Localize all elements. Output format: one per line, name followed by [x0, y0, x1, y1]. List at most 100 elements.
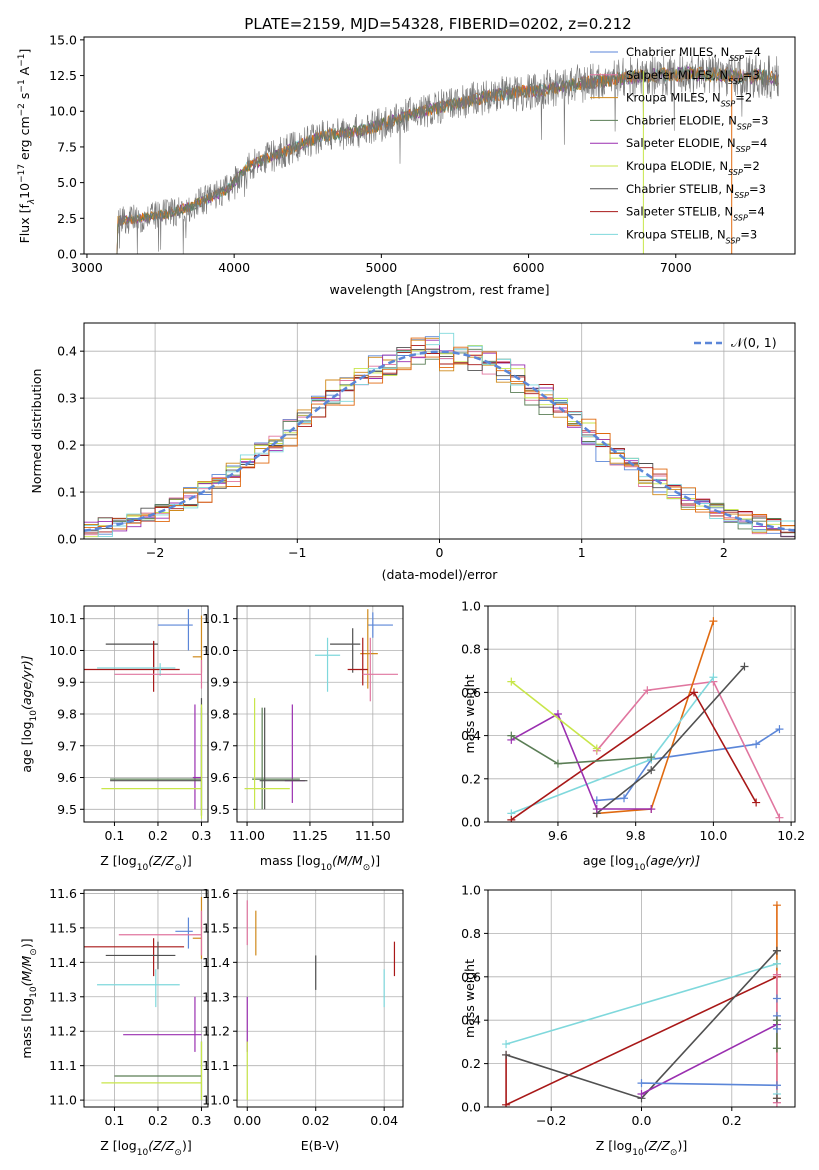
- legend-label: Kroupa STELIB, NSSP=3: [626, 227, 757, 245]
- x-tick-label: 1: [578, 545, 586, 560]
- y-tick-label: 10.0: [202, 643, 230, 658]
- weight-marker: [502, 1050, 511, 1059]
- legend-label: Kroupa ELODIE, NSSP=2: [626, 159, 760, 177]
- plot-area-age_vs_mass: [244, 609, 398, 810]
- weight-marker: [772, 1024, 781, 1033]
- weight-line: [510, 712, 652, 810]
- y-tick-label: 11.3: [49, 989, 77, 1004]
- y-axis-label: mass [log10(M/M⊙)]: [19, 938, 39, 1058]
- x-tick-label: 6000: [513, 260, 545, 275]
- panel-age_vs_mass: 11.00 11.25 11.50 9.5 9.6 9.7 9.8 9.9 10.0 10.1 ma…: [202, 605, 404, 873]
- x-tick-label: 11.00: [229, 828, 265, 843]
- panel-weight_vs_Z: −0.2 0.0 0.2 0.0 0.2 0.4 0.6 0.8 1.0 Z [log10(Z/Z…: [461, 883, 796, 1158]
- weight-line: [510, 691, 757, 821]
- y-tick-label: 0.1: [57, 485, 77, 500]
- y-tick-label: 0.0: [57, 532, 77, 547]
- x-axis-label: wavelength [Angstrom, rest frame]: [329, 282, 549, 297]
- panel-residuals: −2 −1 0 1 2 0.0 0.1 0.2 0.3 0.4 𝒩(0, 1) (data-model…: [29, 322, 796, 582]
- weight-marker: [507, 815, 516, 822]
- y-axis-label: age [log10(age/yr)]: [19, 655, 39, 772]
- y-tick-label: 9.8: [210, 707, 230, 722]
- y-tick-label: 11.6: [202, 886, 230, 901]
- y-tick-label: 2.5: [57, 211, 77, 226]
- x-tick-label: 0.1: [105, 828, 125, 843]
- x-tick-label: 0.04: [370, 1113, 398, 1128]
- legend: Chabrier MILES, NSSP=4 Salpeter MILES, NS…: [590, 45, 768, 245]
- y-tick-label: 0.0: [461, 1100, 481, 1115]
- plot-area-age_vs_Z: [84, 609, 203, 819]
- y-tick-label: 11.1: [49, 1058, 77, 1073]
- x-axis-label: E(B-V): [301, 1138, 340, 1153]
- weight-line: [510, 680, 598, 750]
- x-tick-label: −1: [288, 545, 306, 560]
- weight-marker: [647, 766, 656, 775]
- y-tick-label: 0.2: [57, 438, 77, 453]
- y-tick-label: 12.5: [49, 68, 77, 83]
- x-tick-label: 10.0: [699, 828, 727, 843]
- panel-mass_vs_EBV: 0.00 0.02 0.04 11.0 11.1 11.2 11.3 11.4 11.5 11.6…: [202, 886, 404, 1153]
- weight-marker: [647, 753, 656, 762]
- x-tick-label: 0.2: [148, 1113, 168, 1128]
- y-tick-label: 11.1: [202, 1058, 230, 1073]
- legend-label: Chabrier MILES, NSSP=4: [626, 45, 761, 63]
- legend-label: Kroupa MILES, NSSP=2: [626, 91, 752, 109]
- weight-marker: [553, 759, 562, 768]
- y-axis-label: Flux [fλ10−17 erg cm−2 s−1 A−1]: [17, 49, 37, 244]
- normal-curve: [84, 350, 795, 533]
- y-tick-label: 0.6: [461, 685, 481, 700]
- x-axis-label: Z [log10(Z/Z⊙)]: [100, 853, 191, 873]
- x-axis-label: age [log10(age/yr)]: [583, 853, 700, 873]
- y-tick-label: 9.9: [57, 675, 77, 690]
- x-tick-label: 0.2: [148, 828, 168, 843]
- x-tick-label: −2: [146, 545, 164, 560]
- weight-marker: [502, 1040, 511, 1049]
- y-tick-label: 0.0: [57, 247, 77, 262]
- histogram-weight_extra_orange: [84, 337, 795, 539]
- panel-mass_vs_Z: 0.1 0.2 0.3 11.0 11.1 11.2 11.3 11.4 11.5 11.6 Z […: [19, 886, 211, 1158]
- panel-weight_vs_age: 9.6 9.8 10.0 10.2 0.0 0.2 0.4 0.6 0.8 1.0 age [log…: [461, 599, 805, 874]
- weight-marker: [592, 805, 601, 814]
- plot-area-mass_vs_EBV: [246, 900, 396, 1101]
- y-axis-label: Normed distribution: [29, 369, 44, 494]
- x-tick-label: 0.02: [302, 1113, 330, 1128]
- y-tick-label: 0.0: [461, 815, 481, 830]
- legend-label: Salpeter ELODIE, NSSP=4: [626, 136, 767, 154]
- x-tick-label: 0: [436, 545, 444, 560]
- y-tick-label: 9.7: [210, 738, 230, 753]
- plot-area-residuals: [84, 332, 795, 539]
- x-tick-label: 0.0: [632, 1113, 652, 1128]
- panel-age_vs_Z: 0.1 0.2 0.3 9.5 9.6 9.7 9.8 9.9 10.0 10.1 Z [log10…: [19, 605, 211, 873]
- x-tick-label: 10.2: [777, 828, 805, 843]
- plot-area-spectrum: [116, 53, 779, 254]
- y-tick-label: 0.2: [461, 1056, 481, 1071]
- y-tick-label: 15.0: [49, 32, 77, 47]
- x-axis-label: Z [log10(Z/Z⊙)]: [596, 1138, 687, 1158]
- y-tick-label: 5.0: [57, 175, 77, 190]
- spectrum-line-spectrum: [116, 53, 779, 254]
- weight-marker: [775, 813, 784, 822]
- legend-label: Salpeter MILES, NSSP=3: [626, 68, 760, 86]
- y-tick-label: 10.1: [202, 611, 230, 626]
- x-tick-label: 0.3: [192, 1113, 212, 1128]
- x-tick-label: −0.2: [536, 1113, 566, 1128]
- weight-marker: [637, 1079, 646, 1088]
- y-tick-label: 9.9: [210, 675, 230, 690]
- weight-line: [511, 676, 715, 815]
- plot-area-mass_vs_Z: [84, 896, 203, 1101]
- weight-marker: [709, 673, 718, 682]
- y-tick-label: 11.0: [202, 1093, 230, 1108]
- y-tick-label: 9.8: [57, 707, 77, 722]
- panel-spectrum: 3000 4000 5000 6000 7000 0.0 2.5 5.0 7.5 10.0 12.5…: [17, 32, 796, 297]
- weight-marker: [740, 662, 749, 671]
- weight-line: [510, 734, 652, 765]
- weight-marker: [709, 617, 718, 626]
- weight-marker: [772, 1081, 781, 1090]
- y-tick-label: 0.3: [57, 391, 77, 406]
- weight-line: [596, 728, 780, 802]
- x-tick-label: 9.8: [626, 828, 646, 843]
- x-axis-label: Z [log10(Z/Z⊙)]: [100, 1138, 191, 1158]
- weight-marker: [752, 798, 761, 807]
- y-axis-label: mass weight: [462, 959, 477, 1038]
- x-tick-label: 11.50: [355, 828, 391, 843]
- y-tick-label: 0.2: [461, 771, 481, 786]
